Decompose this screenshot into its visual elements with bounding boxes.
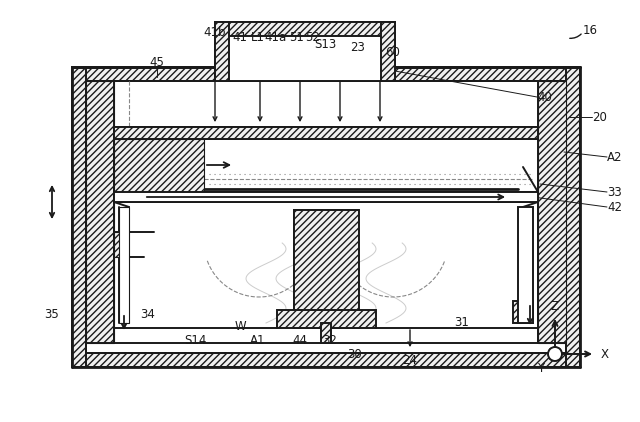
- Text: W: W: [234, 320, 246, 333]
- Text: 42: 42: [607, 200, 623, 214]
- Text: 41: 41: [232, 30, 248, 43]
- Text: 45: 45: [150, 56, 164, 68]
- Text: 34: 34: [141, 308, 156, 322]
- Bar: [119, 207, 129, 323]
- Text: 35: 35: [45, 308, 60, 322]
- Text: 31: 31: [454, 316, 469, 328]
- Circle shape: [548, 347, 562, 361]
- Text: 41a: 41a: [265, 30, 287, 43]
- Bar: [114, 127, 538, 139]
- Bar: [72, 353, 580, 367]
- Text: 33: 33: [607, 186, 622, 198]
- Text: S13: S13: [314, 38, 336, 51]
- Text: 20: 20: [593, 111, 607, 124]
- Text: 24: 24: [403, 354, 417, 366]
- Bar: [513, 301, 533, 323]
- Text: Y: Y: [538, 362, 545, 376]
- Text: 52: 52: [305, 30, 321, 43]
- Text: A2: A2: [607, 151, 623, 163]
- Text: 51: 51: [289, 30, 305, 43]
- Bar: [114, 192, 538, 202]
- Bar: [215, 22, 229, 81]
- Text: 40: 40: [538, 90, 552, 103]
- Text: X: X: [601, 347, 609, 360]
- Text: 44: 44: [292, 333, 307, 346]
- Text: 16: 16: [582, 24, 598, 36]
- Text: L1: L1: [251, 30, 265, 43]
- Bar: [518, 207, 533, 323]
- Bar: [72, 67, 580, 81]
- Text: 41b: 41b: [204, 25, 227, 38]
- Bar: [215, 22, 395, 81]
- Bar: [277, 310, 376, 328]
- Text: 23: 23: [351, 41, 365, 54]
- Text: 32: 32: [323, 333, 337, 346]
- Bar: [215, 22, 395, 36]
- Text: 60: 60: [385, 46, 401, 59]
- Bar: [294, 210, 359, 328]
- Bar: [72, 67, 86, 367]
- Text: A1: A1: [250, 333, 266, 346]
- Bar: [114, 232, 126, 257]
- Bar: [114, 139, 204, 194]
- Bar: [321, 323, 331, 343]
- Bar: [86, 81, 114, 343]
- Text: 30: 30: [348, 347, 362, 360]
- Bar: [566, 67, 580, 367]
- Bar: [538, 81, 566, 343]
- Text: Z: Z: [551, 300, 559, 313]
- Bar: [381, 22, 395, 81]
- Text: S14: S14: [184, 333, 206, 346]
- Bar: [215, 67, 395, 81]
